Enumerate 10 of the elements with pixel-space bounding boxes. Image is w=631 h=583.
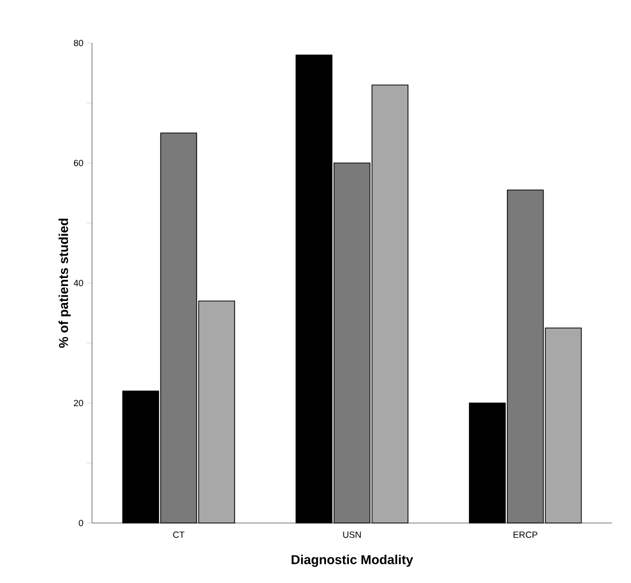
y-tick-label: 20 xyxy=(74,400,84,406)
y-tick-label: 40 xyxy=(74,280,84,286)
x-tick-label: ERCP xyxy=(514,532,538,538)
y-tick-label: 0 xyxy=(78,520,84,526)
y-axis-title: % of patients studied xyxy=(58,218,71,348)
x-axis-title: Diagnostic Modality xyxy=(292,554,414,567)
y-tick-label: 60 xyxy=(74,160,84,166)
y-tick-label: 80 xyxy=(74,40,84,46)
x-tick-label: USN xyxy=(343,532,361,538)
x-tick-label: CT xyxy=(173,532,184,538)
